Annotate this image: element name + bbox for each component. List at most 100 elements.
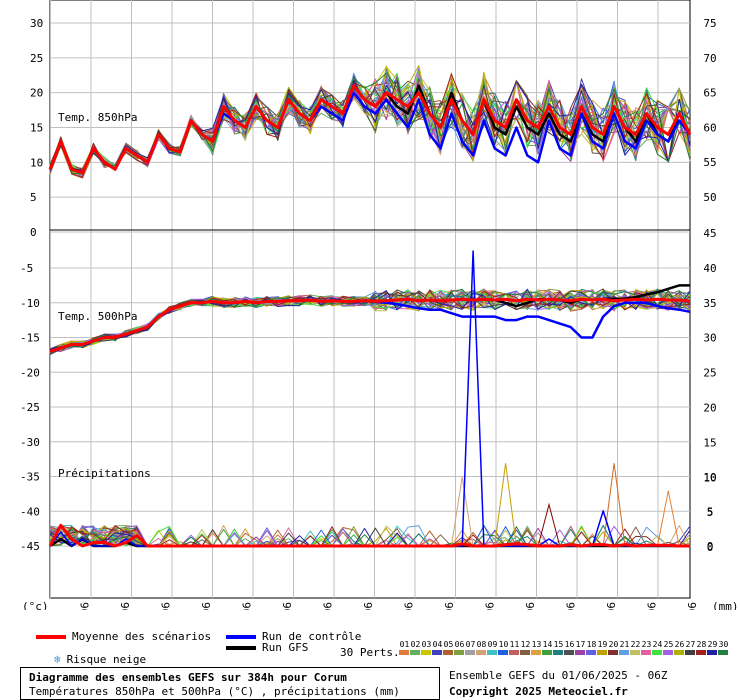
pert-key-item: 15 xyxy=(553,640,564,655)
pert-key-item: 19 xyxy=(597,640,608,655)
pert-key-swatch xyxy=(663,650,673,655)
pert-key-item: 08 xyxy=(476,640,487,655)
pert-key-swatch xyxy=(630,650,640,655)
y-tick-500: -40 xyxy=(20,505,40,518)
pert-key-item: 17 xyxy=(575,640,586,655)
y-tick-850: 15 xyxy=(30,122,43,135)
snowflake-icon: ❄ xyxy=(54,653,61,666)
pert-color-key: 01 02 03 04 05 06 07 08 09 10 11 12 13 14 15 16 17 18 19 20… xyxy=(399,640,731,656)
y2-tick-850: 60 xyxy=(703,121,716,134)
pert-key-swatch xyxy=(685,650,695,655)
y-tick-500: -10 xyxy=(20,297,40,310)
pert-key-swatch xyxy=(641,650,651,655)
pert-key-item: 24 xyxy=(652,640,663,655)
pert-key-swatch xyxy=(575,650,585,655)
pert-key-item: 11 xyxy=(509,640,520,655)
pert-key-swatch xyxy=(399,650,409,655)
pert-key-item: 28 xyxy=(696,640,707,655)
pert-key-swatch xyxy=(509,650,519,655)
ensemble-chart: 302520151050757065605550-5-10-15-20-25-3… xyxy=(20,0,739,610)
y2-tick-precip: 0 xyxy=(707,540,714,553)
pert-key-swatch xyxy=(476,650,486,655)
pert-line-500 xyxy=(49,289,691,355)
footer-title-box: Diagramme des ensembles GEFS sur 384h po… xyxy=(20,667,440,700)
pert-key-swatch xyxy=(498,650,508,655)
pert-key-item: 23 xyxy=(641,640,652,655)
y-tick-850: 25 xyxy=(30,52,43,65)
pert-key-swatch xyxy=(586,650,596,655)
x-tick: 05/06 xyxy=(200,602,213,610)
pert-key-item: 05 xyxy=(443,640,454,655)
y-tick-500: -25 xyxy=(20,401,40,414)
y-tick-850: 20 xyxy=(30,87,43,100)
legend-perts-label: 30 Perts. xyxy=(340,646,400,659)
y2-tick-500: 5 xyxy=(707,506,714,519)
y2-tick-500: 15 xyxy=(703,436,716,449)
series-850 xyxy=(48,84,692,175)
legend-gfs: Run GFS xyxy=(226,641,308,654)
precip-peak xyxy=(602,463,626,547)
y2-tick-500: 10 xyxy=(703,471,716,484)
x-tick: 02/06 xyxy=(79,602,92,610)
pert-key-swatch xyxy=(652,650,662,655)
pert-key-swatch xyxy=(410,650,420,655)
legend-mean: Moyenne des scénarios xyxy=(36,630,211,643)
pert-key-item: 14 xyxy=(542,640,553,655)
x-tick: 06/06 xyxy=(241,602,254,610)
y2-tick-850: 50 xyxy=(703,191,716,204)
pert-key-item: 27 xyxy=(685,640,696,655)
pert-key-item: 22 xyxy=(630,640,641,655)
series-precip xyxy=(48,523,690,548)
pert-key-swatch xyxy=(707,650,717,655)
y-tick-850: 10 xyxy=(30,156,43,169)
y-tick-500: -35 xyxy=(20,471,40,484)
x-tick: 11/06 xyxy=(443,602,456,610)
pert-key-swatch xyxy=(553,650,563,655)
y-tick-500: -45 xyxy=(20,540,40,553)
legend-control: Run de contrôle xyxy=(226,630,361,643)
y-tick-500: -30 xyxy=(20,436,40,449)
y2-tick-850: 70 xyxy=(703,52,716,65)
y-tick-500: -20 xyxy=(20,366,40,379)
pert-key-item: 21 xyxy=(619,640,630,655)
left-unit: (°c) xyxy=(22,600,49,610)
x-tick: 10/06 xyxy=(403,602,416,610)
pert-key-swatch xyxy=(531,650,541,655)
y2-tick-precip: 10 xyxy=(703,471,716,484)
panel-label-500: Temp. 500hPa xyxy=(58,310,137,323)
y-tick-850: 5 xyxy=(30,191,37,204)
control-swatch xyxy=(226,635,256,639)
mean-swatch xyxy=(36,635,66,639)
pert-key-swatch xyxy=(696,650,706,655)
y2-tick-850: 75 xyxy=(703,17,716,30)
gfs-swatch xyxy=(226,646,256,650)
y2-tick-500: 20 xyxy=(703,402,716,415)
pert-key-swatch xyxy=(597,650,607,655)
x-tick: 03/06 xyxy=(119,602,132,610)
pert-key-item: 09 xyxy=(487,640,498,655)
pert-key-item: 18 xyxy=(586,640,597,655)
y-tick-500: -5 xyxy=(20,262,33,275)
panel-label-precip: Précipitations xyxy=(58,467,151,480)
precip-peak xyxy=(657,490,680,547)
pert-key-swatch xyxy=(465,650,475,655)
x-tick: 12/06 xyxy=(484,602,497,610)
panel-label-850: Temp. 850hPa xyxy=(58,111,137,124)
legend-snow: ❄ Risque neige xyxy=(54,653,146,666)
x-tick: 09/06 xyxy=(362,602,375,610)
pert-key-swatch xyxy=(443,650,453,655)
y-tick-850: 0 xyxy=(30,226,37,239)
legend-control-label: Run de contrôle xyxy=(262,630,362,643)
pert-key-swatch xyxy=(674,650,684,655)
pert-key-item: 30 xyxy=(718,640,729,655)
legend-mean-label: Moyenne des scénarios xyxy=(72,630,212,643)
series-500 xyxy=(49,297,691,353)
pert-key-swatch xyxy=(619,650,629,655)
x-tick: 13/06 xyxy=(524,602,537,610)
y2-tick-850: 55 xyxy=(703,156,716,169)
y-tick-500: -15 xyxy=(20,332,40,345)
pert-key-item: 06 xyxy=(454,640,465,655)
y2-tick-500: 40 xyxy=(703,262,716,275)
precip-peak xyxy=(494,463,517,547)
x-tick: 07/06 xyxy=(281,602,294,610)
